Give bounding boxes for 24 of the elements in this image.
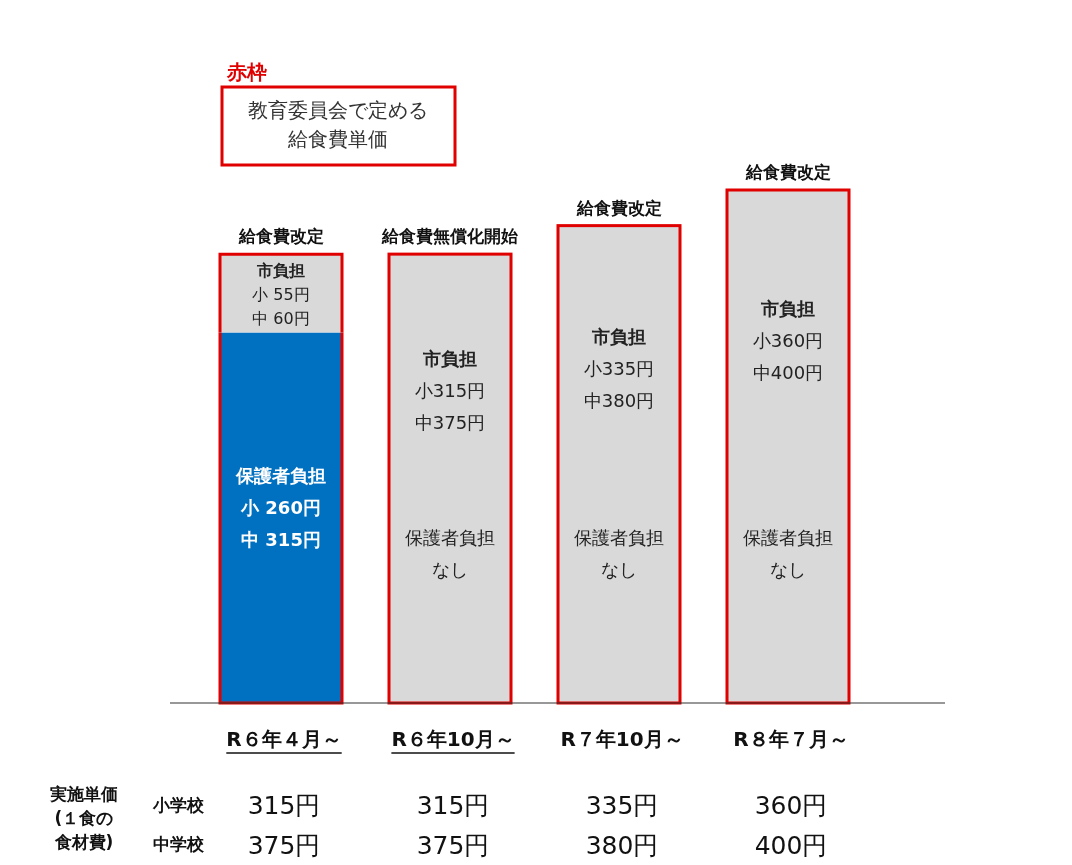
text: 実施単価(１食の食材費) bbox=[49, 784, 118, 852]
annotation: 給食費改定 bbox=[575, 197, 662, 218]
x-tick-label: R７年10月～ bbox=[560, 727, 684, 751]
text: 375円 bbox=[416, 831, 490, 860]
text: 赤枠 bbox=[226, 60, 267, 84]
text: 教育委員会で定める給食費単価 bbox=[248, 98, 428, 151]
text: 380円 bbox=[585, 831, 659, 860]
text: 小学校 bbox=[151, 795, 205, 815]
x-tick-label: R６年10月～ bbox=[391, 727, 515, 751]
text: 315円 bbox=[247, 791, 321, 820]
x-tick-label: R６年４月～ bbox=[226, 727, 342, 751]
annotation: 保護者負担なし bbox=[743, 526, 833, 580]
text: 給食費改定 bbox=[744, 162, 831, 182]
annotation: 給食費改定 bbox=[237, 226, 324, 247]
text: 315円 bbox=[416, 791, 490, 820]
text: 400円 bbox=[754, 831, 828, 860]
annotation: 保護者負担なし bbox=[574, 526, 664, 580]
text: 335円 bbox=[585, 791, 659, 820]
annotation: 給食費無償化開始 bbox=[381, 226, 519, 247]
annotation: 保護者負担なし bbox=[405, 526, 495, 580]
text: 中学校 bbox=[152, 834, 205, 854]
text: 360円 bbox=[754, 791, 828, 820]
text: 375円 bbox=[247, 831, 321, 860]
x-tick-label: R８年７月～ bbox=[733, 727, 849, 751]
